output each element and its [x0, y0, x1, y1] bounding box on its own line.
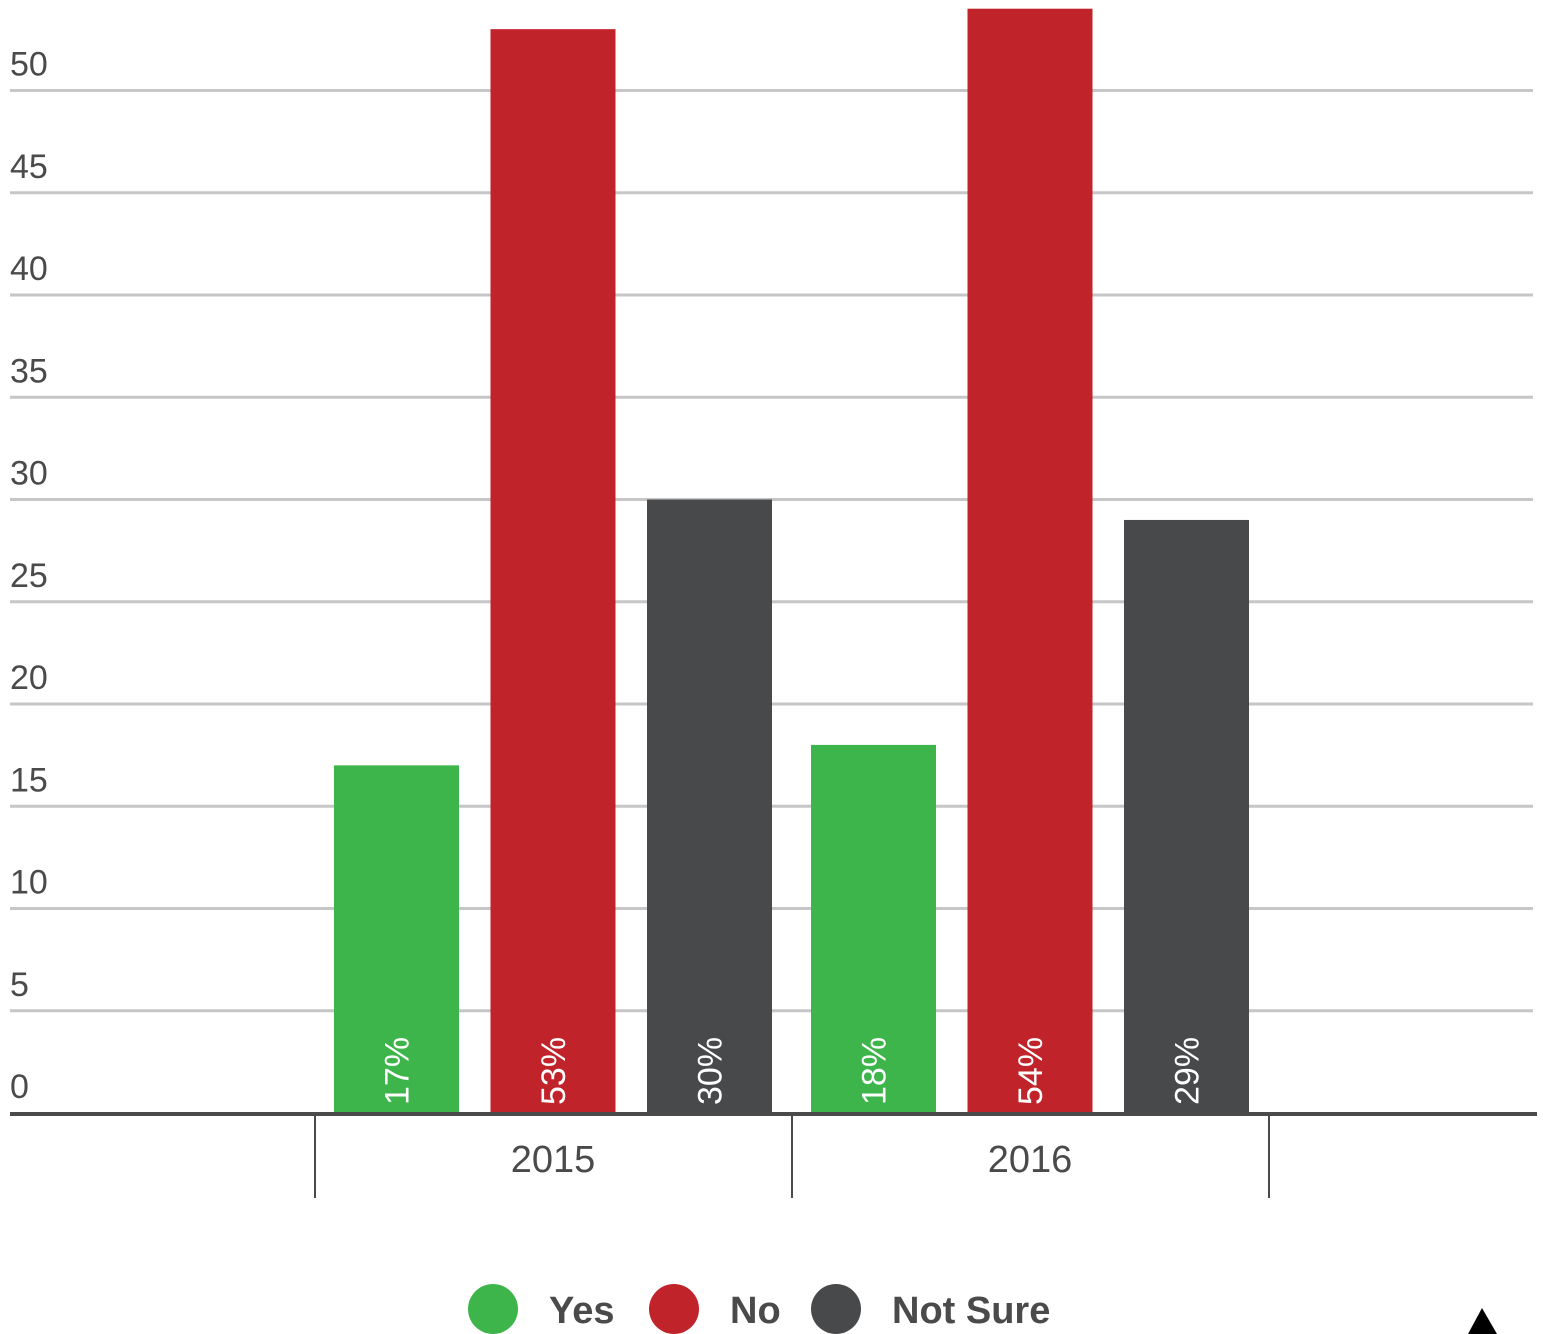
bar-yes-2016	[811, 744, 936, 1113]
y-tick-label: 20	[10, 659, 48, 697]
bar-no-2015	[490, 29, 616, 1113]
bar-data-label: 54%	[1012, 1037, 1050, 1105]
y-tick-label: 40	[10, 250, 48, 288]
bar-data-label: 53%	[535, 1037, 573, 1105]
bar-not-sure-2015	[647, 499, 772, 1113]
legend-label: Yes	[549, 1290, 615, 1332]
y-tick-label: 10	[10, 864, 48, 902]
bar-data-label: 30%	[692, 1037, 730, 1105]
bar-data-label: 18%	[856, 1037, 894, 1105]
y-tick-label: 50	[10, 46, 48, 84]
legend: Yes No Not Sure	[468, 1284, 1050, 1334]
y-tick-label: 45	[10, 148, 48, 186]
y-tick-label: 35	[10, 352, 48, 390]
x-tick-label: 2015	[511, 1139, 596, 1181]
x-axis: 2015 2016	[10, 1112, 1537, 1198]
legend-label: No	[730, 1290, 781, 1332]
bar-data-label: 17%	[379, 1037, 417, 1105]
y-axis-ticks: 0 5 10 15 20 25 30 35 40 45 50	[10, 46, 48, 1107]
y-tick-label: 0	[10, 1068, 29, 1106]
legend-swatch-yes	[468, 1284, 518, 1334]
y-tick-label: 15	[10, 761, 48, 799]
y-tick-label: 5	[10, 966, 29, 1004]
bars: 17% 53% 30% 18% 54% 29%	[334, 8, 1249, 1114]
y-tick-label: 30	[10, 455, 48, 493]
cursor-mark	[1468, 1308, 1497, 1334]
legend-label: Not Sure	[892, 1290, 1050, 1332]
bar-not-sure-2016	[1124, 519, 1249, 1113]
bar-no-2016	[967, 8, 1093, 1114]
legend-swatch-not-sure	[811, 1284, 861, 1334]
y-tick-label: 25	[10, 557, 48, 595]
x-tick-label: 2016	[988, 1139, 1073, 1181]
bar-data-label: 29%	[1169, 1037, 1207, 1105]
legend-swatch-no	[649, 1284, 699, 1334]
bar-yes-2015	[334, 765, 459, 1113]
